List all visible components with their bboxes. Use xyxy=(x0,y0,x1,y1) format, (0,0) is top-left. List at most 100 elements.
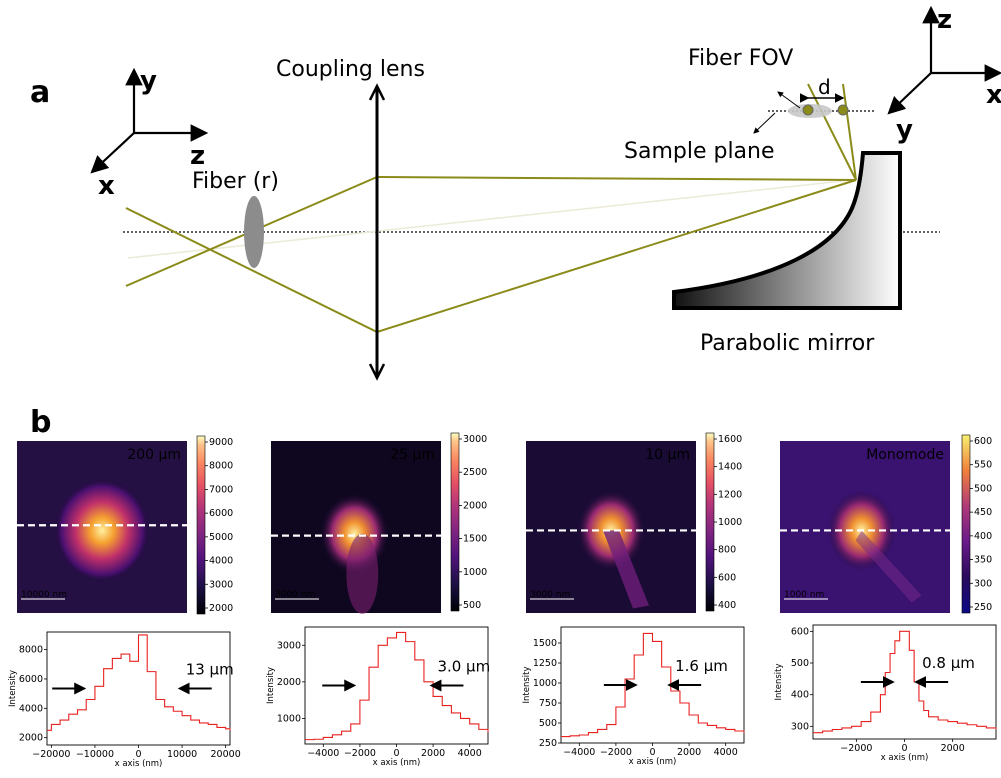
subpanel-3: 10 µm 3000 nm 1600 1400 1200 1000 800 600 400 −40… xyxy=(522,432,745,767)
y-tick-label: 1000 xyxy=(533,678,557,689)
colorbar-tick-label: 4000 xyxy=(209,556,233,567)
colorbar-tick-label: 3000 xyxy=(209,579,233,590)
beam-spot xyxy=(54,478,150,583)
fov-point-1 xyxy=(802,104,814,116)
intensity-profile-line xyxy=(813,630,997,734)
image-title: 200 µm xyxy=(127,447,181,463)
colorbar-tick-label: 9000 xyxy=(209,437,233,448)
x-tick-label: 20000 xyxy=(211,749,241,760)
plot-frame xyxy=(812,624,997,740)
y-tick-label: 4000 xyxy=(19,703,43,714)
x-tick-label: 10000 xyxy=(167,749,197,760)
fiber-end xyxy=(244,196,264,268)
x-tick-label: 4000 xyxy=(458,748,482,759)
colorbar xyxy=(961,434,971,614)
colorbar-tick-label: 1500 xyxy=(463,534,487,545)
left-axes xyxy=(90,67,209,174)
colorbar-tick-label: 300 xyxy=(974,578,992,589)
colorbar-tick-label: 6000 xyxy=(209,508,233,519)
y-tick-label: 500 xyxy=(791,658,809,669)
x-tick-label: 2000 xyxy=(677,747,701,758)
colorbar-tick-label: 1600 xyxy=(718,434,742,445)
colorbar-tick-label: 800 xyxy=(718,545,736,556)
y-tick-label: 3000 xyxy=(277,640,301,651)
x-tick-label: −2000 xyxy=(600,747,632,758)
parabolic-mirror-label: Parabolic mirror xyxy=(700,331,875,356)
x-axis-label: x axis (nm) xyxy=(115,759,163,769)
x-tick-label: −20000 xyxy=(32,749,70,760)
subpanel-4: Monomode 1000 nm 600 550 500 450 400 350 300 250 −… xyxy=(774,434,997,763)
colorbar-tick-label: 500 xyxy=(974,483,992,494)
y-axis-label: Intensity xyxy=(8,670,18,707)
scalebar-label: 3000 nm xyxy=(275,590,315,600)
scalebar-label: 10000 nm xyxy=(21,590,67,600)
x-axis-label: x axis (nm) xyxy=(881,753,929,763)
intensity-profile-line xyxy=(305,631,489,741)
x-axis-label: x axis (nm) xyxy=(373,758,421,768)
y-tick-label: 300 xyxy=(791,721,809,732)
x-tick-label: 0 xyxy=(393,748,399,759)
image-title: Monomode xyxy=(866,447,944,463)
scalebar-label: 3000 nm xyxy=(530,590,570,600)
beam-tail xyxy=(855,530,922,603)
x-tick-label: −4000 xyxy=(307,748,339,759)
x-tick-label: 0 xyxy=(649,747,655,758)
colorbar-tick-label: 1400 xyxy=(718,462,742,473)
lens-arrow-top-icon xyxy=(368,83,386,101)
y-tick-label: 1500 xyxy=(533,638,557,649)
colorbar-tick-label: 400 xyxy=(974,531,992,542)
colorbar-tick-label: 550 xyxy=(974,460,992,471)
coupling-lens-label: Coupling lens xyxy=(276,57,425,82)
right-axis-z: z xyxy=(937,5,952,35)
colorbar-tick-label: 400 xyxy=(718,600,736,611)
scalebar-label: 1000 nm xyxy=(784,590,824,600)
image-title: 25 µm xyxy=(390,447,435,463)
lens-arrow-bottom-icon xyxy=(368,363,386,381)
y-axis-label: Intensity xyxy=(266,667,276,704)
x-tick-label: −2000 xyxy=(840,743,872,754)
fwhm-label: 13 µm xyxy=(186,661,234,679)
fiber-fov-label: Fiber FOV xyxy=(688,46,793,71)
y-tick-label: 2000 xyxy=(19,733,43,744)
x-tick-label: 2000 xyxy=(941,743,965,754)
right-axes xyxy=(887,5,1001,115)
colorbar-tick-label: 2500 xyxy=(463,467,487,478)
y-tick-label: 750 xyxy=(539,698,557,709)
image-title: 10 µm xyxy=(645,447,690,463)
panel-a-letter: a xyxy=(30,75,50,110)
colorbar-tick-label: 3000 xyxy=(463,434,487,445)
y-tick-label: 400 xyxy=(791,690,809,701)
colorbar xyxy=(196,435,206,615)
subpanel-2: 25 µm 3000 nm 3000 2500 2000 1500 1000 500 −4000… xyxy=(266,432,490,768)
intensity-profile-line xyxy=(47,634,231,731)
colorbar-tick-label: 500 xyxy=(463,600,481,611)
colorbar xyxy=(450,432,460,612)
y-tick-label: 500 xyxy=(539,718,557,729)
colorbar-tick-label: 450 xyxy=(974,507,992,518)
fwhm-label: 1.6 µm xyxy=(675,657,728,675)
y-axis-label: Intensity xyxy=(522,667,532,704)
colorbar-tick-label: 2000 xyxy=(209,603,233,614)
x-tick-label: −10000 xyxy=(76,749,114,760)
beam-tail xyxy=(346,533,379,614)
colorbar-tick-label: 5000 xyxy=(209,532,233,543)
colorbar-tick-label: 600 xyxy=(718,572,736,583)
x-tick-label: 0 xyxy=(901,743,907,754)
fwhm-label: 3.0 µm xyxy=(437,658,490,676)
left-axis-z: z xyxy=(190,141,205,171)
colorbar-tick-label: 7000 xyxy=(209,484,233,495)
panel-b-letter: b xyxy=(30,405,51,440)
x-tick-label: 2000 xyxy=(421,748,445,759)
colorbar-tick-label: 8000 xyxy=(209,461,233,472)
colorbar-tick-label: 1200 xyxy=(718,489,742,500)
x-tick-label: 4000 xyxy=(714,747,738,758)
parabolic-mirror xyxy=(672,151,902,310)
colorbar-tick-label: 1000 xyxy=(718,517,742,528)
intensity-profile-line xyxy=(561,632,745,738)
colorbar-tick-label: 2000 xyxy=(463,500,487,511)
y-tick-label: 1250 xyxy=(533,658,557,669)
x-axis-label: x axis (nm) xyxy=(629,757,677,767)
